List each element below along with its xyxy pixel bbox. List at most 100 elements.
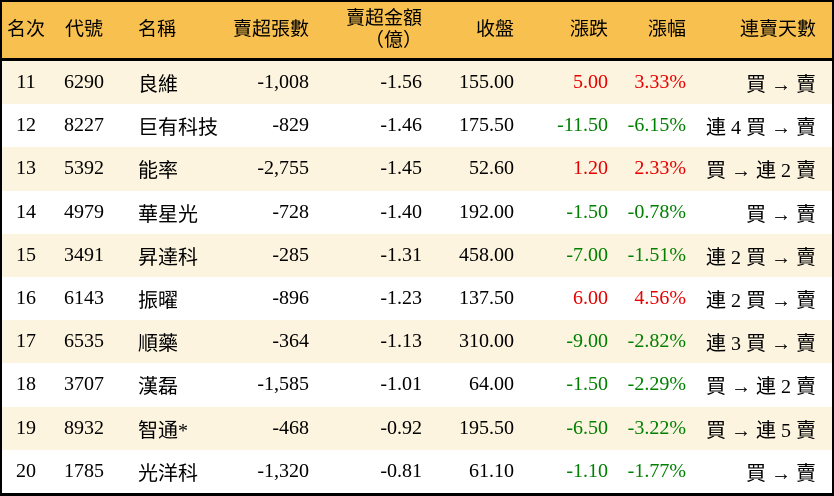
table-body: 11 6290 良維 -1,008 -1.56 155.00 5.00 3.33… xyxy=(2,59,832,493)
cell-sell-volume: -1,320 xyxy=(257,459,309,482)
cell-close: 192.00 xyxy=(459,200,514,223)
cell-streak: 買 → 連 2 賣 xyxy=(706,376,816,399)
cell-sell-amount: -1.31 xyxy=(380,243,422,266)
cell-close: 137.50 xyxy=(459,287,514,310)
col-header-sell-amount-line1: 賣超金額 xyxy=(345,8,422,30)
cell-sell-volume: -829 xyxy=(272,114,309,137)
table-row: 19 8932 智通* -468 -0.92 195.50 -6.50 -3.2… xyxy=(2,406,832,450)
cell-rank: 14 xyxy=(16,200,36,223)
col-header-streak: 連賣天數 xyxy=(692,2,832,61)
cell-code: 5392 xyxy=(64,157,104,180)
cell-sell-volume: -364 xyxy=(272,330,309,353)
cell-code: 4979 xyxy=(64,200,104,223)
col-header-change-pct: 漲幅 xyxy=(614,2,692,61)
cell-code: 6143 xyxy=(64,287,104,310)
cell-sell-amount: -1.13 xyxy=(380,330,422,353)
cell-sell-amount: -1.45 xyxy=(380,157,422,180)
cell-rank: 13 xyxy=(16,157,36,180)
cell-streak: 連 3 買 → 賣 xyxy=(706,333,816,356)
cell-code: 6290 xyxy=(64,71,104,94)
cell-sell-amount: -0.92 xyxy=(380,416,422,439)
cell-change: -1.50 xyxy=(566,200,608,223)
cell-name: 華星光 xyxy=(138,203,198,226)
cell-sell-amount: -1.40 xyxy=(380,200,422,223)
cell-rank: 17 xyxy=(16,330,36,353)
cell-change: -11.50 xyxy=(557,114,608,137)
cell-sell-volume: -2,755 xyxy=(257,157,309,180)
cell-change-pct: -2.29% xyxy=(627,373,686,396)
cell-code: 8932 xyxy=(64,416,104,439)
table-row: 13 5392 能率 -2,755 -1.45 52.60 1.20 2.33%… xyxy=(2,147,832,191)
col-header-sell-volume: 賣超張數 xyxy=(230,2,315,61)
cell-code: 3491 xyxy=(64,243,104,266)
header-row: 名次 代號 名稱 賣超張數 賣超金額 （億） 收盤 漲跌 漲幅 連賣天數 xyxy=(2,2,832,61)
cell-change-pct: -1.51% xyxy=(627,243,686,266)
cell-close: 310.00 xyxy=(459,330,514,353)
cell-sell-amount: -1.46 xyxy=(380,114,422,137)
cell-streak: 買 → 連 2 賣 xyxy=(706,160,816,183)
cell-close: 458.00 xyxy=(459,243,514,266)
table-row: 18 3707 漢磊 -1,585 -1.01 64.00 -1.50 -2.2… xyxy=(2,363,832,407)
cell-close: 155.00 xyxy=(459,71,514,94)
cell-change: -6.50 xyxy=(566,416,608,439)
cell-change: 6.00 xyxy=(573,287,608,310)
cell-name: 光洋科 xyxy=(138,462,198,485)
cell-sell-amount: -1.01 xyxy=(380,373,422,396)
cell-close: 61.10 xyxy=(469,459,514,482)
cell-change: -9.00 xyxy=(566,330,608,353)
cell-rank: 12 xyxy=(16,114,36,137)
table-row: 11 6290 良維 -1,008 -1.56 155.00 5.00 3.33… xyxy=(2,59,832,105)
cell-rank: 20 xyxy=(16,459,36,482)
cell-change: -1.10 xyxy=(566,459,608,482)
table-row: 12 8227 巨有科技 -829 -1.46 175.50 -11.50 -6… xyxy=(2,104,832,148)
cell-change-pct: 2.33% xyxy=(634,157,686,180)
cell-sell-volume: -1,008 xyxy=(257,71,309,94)
cell-sell-volume: -285 xyxy=(272,243,309,266)
cell-rank: 11 xyxy=(16,71,36,94)
cell-name: 巨有科技 xyxy=(138,117,218,140)
table-row: 15 3491 昇達科 -285 -1.31 458.00 -7.00 -1.5… xyxy=(2,233,832,277)
cell-name: 能率 xyxy=(138,160,178,183)
cell-name: 振曜 xyxy=(138,290,178,313)
cell-streak: 買 → 賣 xyxy=(746,74,816,97)
col-header-rank: 名次 xyxy=(2,2,50,61)
cell-name: 漢磊 xyxy=(138,376,178,399)
cell-rank: 16 xyxy=(16,287,36,310)
cell-change-pct: 3.33% xyxy=(634,71,686,94)
col-header-name: 名稱 xyxy=(118,2,230,61)
col-header-code: 代號 xyxy=(50,2,118,61)
cell-close: 52.60 xyxy=(469,157,514,180)
cell-rank: 19 xyxy=(16,416,36,439)
col-header-sell-amount-line2: （億） xyxy=(364,30,422,51)
cell-rank: 18 xyxy=(16,373,36,396)
cell-name: 良維 xyxy=(138,74,178,97)
cell-name: 昇達科 xyxy=(138,246,198,269)
cell-streak: 連 2 買 → 賣 xyxy=(706,290,816,313)
cell-close: 64.00 xyxy=(469,373,514,396)
cell-change-pct: -1.77% xyxy=(627,459,686,482)
cell-sell-volume: -468 xyxy=(272,416,309,439)
cell-change-pct: -0.78% xyxy=(627,200,686,223)
table-row: 14 4979 華星光 -728 -1.40 192.00 -1.50 -0.7… xyxy=(2,190,832,234)
cell-close: 195.50 xyxy=(459,416,514,439)
cell-code: 1785 xyxy=(64,459,104,482)
cell-close: 175.50 xyxy=(459,114,514,137)
cell-rank: 15 xyxy=(16,243,36,266)
col-header-close: 收盤 xyxy=(428,2,520,61)
cell-streak: 連 4 買 → 賣 xyxy=(706,117,816,140)
cell-streak: 連 2 買 → 賣 xyxy=(706,246,816,269)
cell-streak: 買 → 賣 xyxy=(746,462,816,485)
cell-streak: 買 → 賣 xyxy=(746,203,816,226)
cell-code: 3707 xyxy=(64,373,104,396)
cell-sell-amount: -1.56 xyxy=(380,71,422,94)
col-header-sell-amount: 賣超金額 （億） xyxy=(315,2,428,61)
cell-code: 8227 xyxy=(64,114,104,137)
cell-code: 6535 xyxy=(64,330,104,353)
cell-sell-amount: -0.81 xyxy=(380,459,422,482)
cell-streak: 買 → 連 5 賣 xyxy=(706,419,816,442)
cell-name: 順藥 xyxy=(138,333,178,356)
table-row: 17 6535 順藥 -364 -1.13 310.00 -9.00 -2.82… xyxy=(2,320,832,364)
table-row: 16 6143 振曜 -896 -1.23 137.50 6.00 4.56% … xyxy=(2,276,832,321)
cell-change: -7.00 xyxy=(566,243,608,266)
